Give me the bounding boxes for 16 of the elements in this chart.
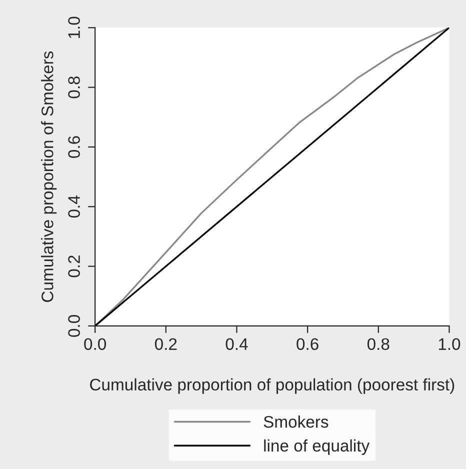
x-tick-label: 0.2 (154, 338, 177, 350)
y-axis-title: Cumulative proportion of Smokers (41, 51, 57, 302)
x-tick-label: 0.8 (367, 338, 390, 350)
legend-label: Smokers (264, 416, 328, 428)
x-tick-label: 0.0 (84, 338, 106, 350)
x-tick-label: 0.6 (296, 338, 318, 350)
y-tick-label: 0.8 (68, 76, 80, 98)
y-tick-label: 1.0 (68, 16, 80, 38)
y-tick-label: 0.6 (68, 136, 80, 158)
y-tick-label: 0.0 (68, 315, 80, 337)
x-tick-label: 0.4 (226, 338, 248, 350)
x-tick-label: 1.0 (438, 338, 460, 350)
y-tick-label: 0.4 (68, 196, 80, 218)
y-tick-label: 0.2 (68, 256, 80, 278)
x-axis-title: Cumulative proportion of population (poorest first) (90, 378, 454, 394)
legend-label: line of equality (264, 439, 370, 455)
